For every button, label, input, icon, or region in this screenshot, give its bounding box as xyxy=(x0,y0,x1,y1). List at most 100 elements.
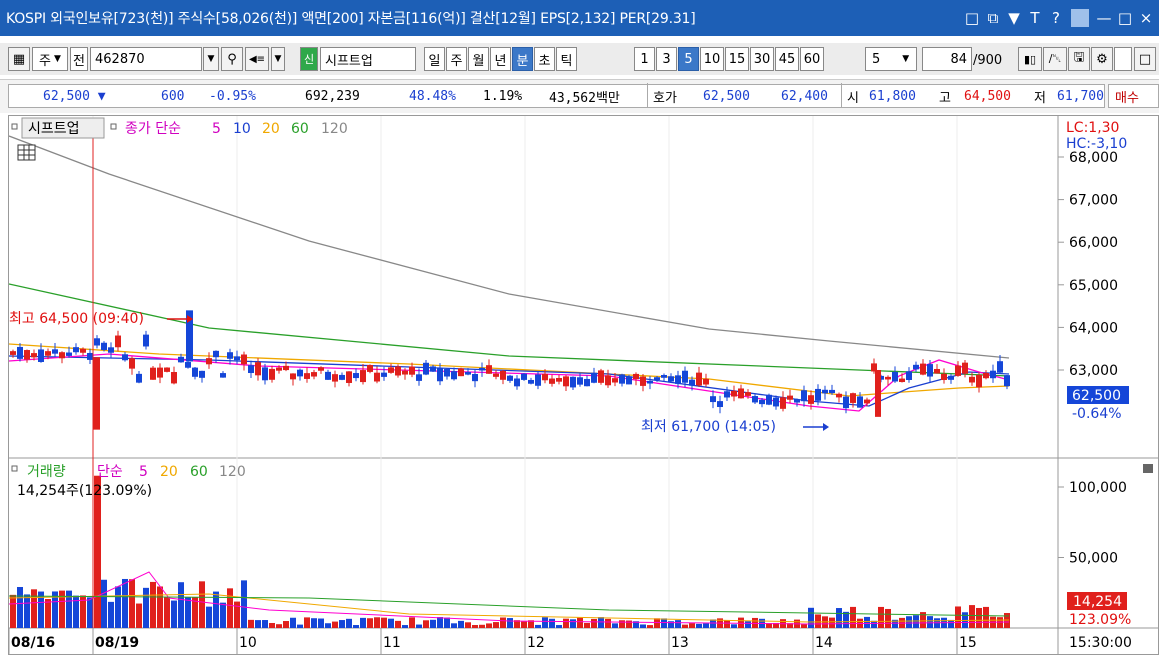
maximize-pane-icon[interactable] xyxy=(1143,464,1153,473)
period-tab-1[interactable]: 주 xyxy=(446,47,467,71)
search-button[interactable]: ⚲ xyxy=(221,47,243,71)
code-dropdown[interactable]: ▼ xyxy=(203,47,219,71)
period-tab-0[interactable]: 일 xyxy=(424,47,445,71)
chevron-down-icon: ▼ xyxy=(902,54,910,64)
buy-label: 매수 xyxy=(1115,90,1139,106)
window-icon[interactable]: □ xyxy=(964,9,980,27)
period-tab-3[interactable]: 년 xyxy=(490,47,511,71)
candle-body xyxy=(752,396,758,403)
trade-value: 43,562백만 xyxy=(549,90,620,106)
all-button[interactable]: 전 xyxy=(70,47,88,71)
interval-tab-45[interactable]: 45 xyxy=(775,47,799,71)
save-icon[interactable]: 🖫 xyxy=(1068,47,1090,71)
volume-bar xyxy=(24,594,30,628)
volume-bar xyxy=(969,605,975,628)
font-icon[interactable]: T xyxy=(1030,9,1040,27)
interval-tab-10[interactable]: 10 xyxy=(700,47,724,71)
legend-marker xyxy=(110,123,117,130)
sound-button[interactable]: ◀≡ xyxy=(245,47,269,71)
volume-bar xyxy=(486,623,492,628)
candle-body xyxy=(213,350,219,358)
window-icon[interactable]: □ xyxy=(1134,47,1156,71)
volume-bar xyxy=(17,587,23,628)
volume-bar xyxy=(402,625,408,628)
volume-bar xyxy=(640,624,646,628)
volume-bar xyxy=(871,620,877,628)
volume-bar xyxy=(276,624,282,628)
candle-body xyxy=(423,362,429,375)
count-value: 84 xyxy=(950,51,967,67)
vol-ma5-label: 5 xyxy=(139,464,148,480)
volume-bar xyxy=(892,619,898,628)
period-tab-4[interactable]: 분 xyxy=(512,47,533,71)
help-icon[interactable]: ? xyxy=(1052,9,1060,27)
market-type-select[interactable]: 주 ▼ xyxy=(32,47,68,71)
period-tab-2[interactable]: 월 xyxy=(468,47,489,71)
volume-bar xyxy=(542,617,548,628)
vol-ma120-label: 120 xyxy=(219,464,246,480)
volume-pct: 123.09% xyxy=(1069,612,1131,628)
stock-name-field[interactable]: 시프트업 xyxy=(320,47,416,71)
gear-icon[interactable]: ⚙ xyxy=(1091,47,1113,71)
minimize-icon[interactable]: — xyxy=(1096,9,1112,27)
price-volume-chart[interactable]: 68,000 67,000 66,000 65,000 64,000 63,000 100,… xyxy=(8,116,1159,655)
volume-bar xyxy=(73,595,79,628)
candle-body xyxy=(710,396,716,403)
axes: 68,000 67,000 66,000 65,000 64,000 63,000 100,… xyxy=(8,150,1127,655)
count-input[interactable]: 84 xyxy=(922,47,972,71)
stock-code-input[interactable]: 462870 xyxy=(90,47,202,71)
interval-input[interactable]: 5 ▼ xyxy=(865,47,917,71)
volume-ma5-line xyxy=(8,571,1010,625)
interval-tab-1[interactable]: 1 xyxy=(634,47,655,71)
separator xyxy=(1071,9,1089,27)
candle-icon[interactable]: ▮▯ xyxy=(1018,47,1042,71)
close-icon[interactable]: × xyxy=(1139,9,1153,27)
line-tool-icon[interactable]: ∕␀ xyxy=(1043,47,1067,71)
volume-ma60-line xyxy=(8,595,1010,617)
candle-body xyxy=(703,378,709,385)
volume-legend: 거래량 단순 5 20 60 120 14,254주(123.09%) xyxy=(11,464,1153,499)
period-tab-5[interactable]: 초 xyxy=(534,47,555,71)
restore-icon[interactable]: ⧉ xyxy=(987,9,999,27)
pin-icon[interactable]: ▼ xyxy=(1008,9,1020,27)
candle-body xyxy=(45,351,51,356)
chevron-down-icon: ▼ xyxy=(274,54,282,64)
volume-bar xyxy=(241,580,247,628)
interval-tab-5[interactable]: 5 xyxy=(678,47,699,71)
interval-tab-60[interactable]: 60 xyxy=(800,47,824,71)
volume-bar xyxy=(122,578,128,628)
period-tab-6[interactable]: 틱 xyxy=(556,47,577,71)
chart-area[interactable]: 68,000 67,000 66,000 65,000 64,000 63,000 100,… xyxy=(8,115,1159,655)
interval-tab-15[interactable]: 15 xyxy=(725,47,749,71)
volume-bar xyxy=(661,618,667,628)
candle-body xyxy=(290,373,296,380)
candle-body xyxy=(94,338,100,346)
volume-bar xyxy=(738,617,744,628)
interval-tab-3[interactable]: 3 xyxy=(656,47,677,71)
layout-icon[interactable]: ▦ xyxy=(8,47,30,71)
maximize-icon[interactable]: □ xyxy=(1117,9,1133,27)
candle-body xyxy=(199,370,205,378)
date-label: 10 xyxy=(239,635,257,651)
candle-body xyxy=(465,372,471,375)
candle-body xyxy=(815,388,821,401)
sound-dropdown[interactable]: ▼ xyxy=(271,47,285,71)
ma5-label: 5 xyxy=(212,121,221,137)
volume-bar xyxy=(206,606,212,628)
candle-body xyxy=(458,368,464,377)
candle-body xyxy=(899,378,905,383)
volume-bar xyxy=(227,588,233,628)
change: 600 xyxy=(161,88,185,104)
checkbox[interactable] xyxy=(1114,47,1132,71)
candle-body xyxy=(269,368,275,380)
volume-bar xyxy=(416,624,422,628)
grid-toggle-icon[interactable] xyxy=(17,144,36,161)
volume-bar xyxy=(696,623,702,628)
vol-ma60-label: 60 xyxy=(190,464,208,480)
interval-tab-30[interactable]: 30 xyxy=(750,47,774,71)
volume-bar xyxy=(409,617,415,628)
candle-body xyxy=(241,354,247,365)
candle-body xyxy=(976,374,982,388)
high-arrowhead-icon xyxy=(187,315,193,323)
buy-button[interactable]: 매수 xyxy=(1108,84,1159,108)
